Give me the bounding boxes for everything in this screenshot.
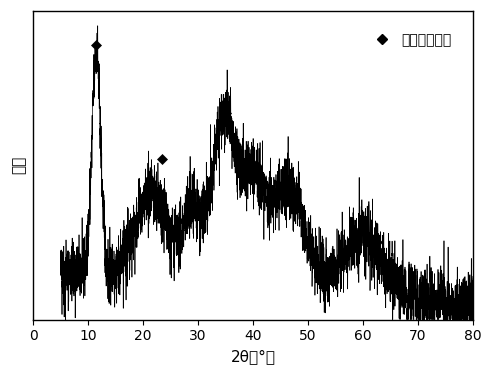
Y-axis label: 强度: 强度 xyxy=(11,156,26,174)
Legend: 类水滑石结构: 类水滑石结构 xyxy=(363,27,458,53)
X-axis label: 2θ（°）: 2θ（°） xyxy=(231,349,276,364)
